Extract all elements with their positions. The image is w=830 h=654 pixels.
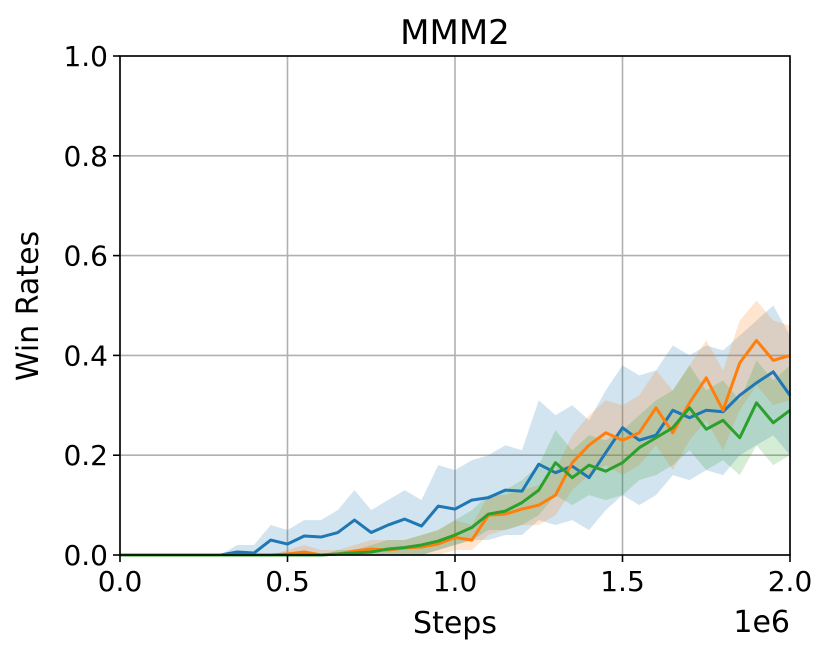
axis-ticks: 0.0 0.5 1.0 1.5 2.0 0.0 0.2 0.4 0.6 0.8 1.0 bbox=[63, 40, 812, 598]
confidence-bands bbox=[120, 300, 790, 555]
y-tick-label: 0.2 bbox=[63, 439, 108, 472]
series-1-band bbox=[120, 305, 790, 555]
y-tick-label: 0.4 bbox=[63, 339, 108, 372]
series-1-line bbox=[120, 370, 792, 557]
y-tick-label: 0.0 bbox=[63, 539, 108, 572]
y-tick-label: 0.8 bbox=[63, 140, 108, 173]
y-tick-label: 1.0 bbox=[63, 40, 108, 73]
x-tick-label: 1.0 bbox=[433, 565, 478, 598]
chart-title: MMM2 bbox=[400, 13, 510, 53]
x-axis-offset-label: 1e6 bbox=[733, 605, 790, 640]
x-tick-label: 0.5 bbox=[265, 565, 310, 598]
x-axis-label: Steps bbox=[413, 606, 497, 641]
y-tick-label: 0.6 bbox=[63, 240, 108, 273]
x-tick-label: 0.0 bbox=[98, 565, 143, 598]
x-tick-label: 1.5 bbox=[600, 565, 645, 598]
series-2-band bbox=[120, 300, 790, 555]
series-3-band bbox=[120, 360, 790, 555]
y-axis-label: Win Rates bbox=[11, 231, 46, 381]
x-tick-label: 2.0 bbox=[768, 565, 813, 598]
